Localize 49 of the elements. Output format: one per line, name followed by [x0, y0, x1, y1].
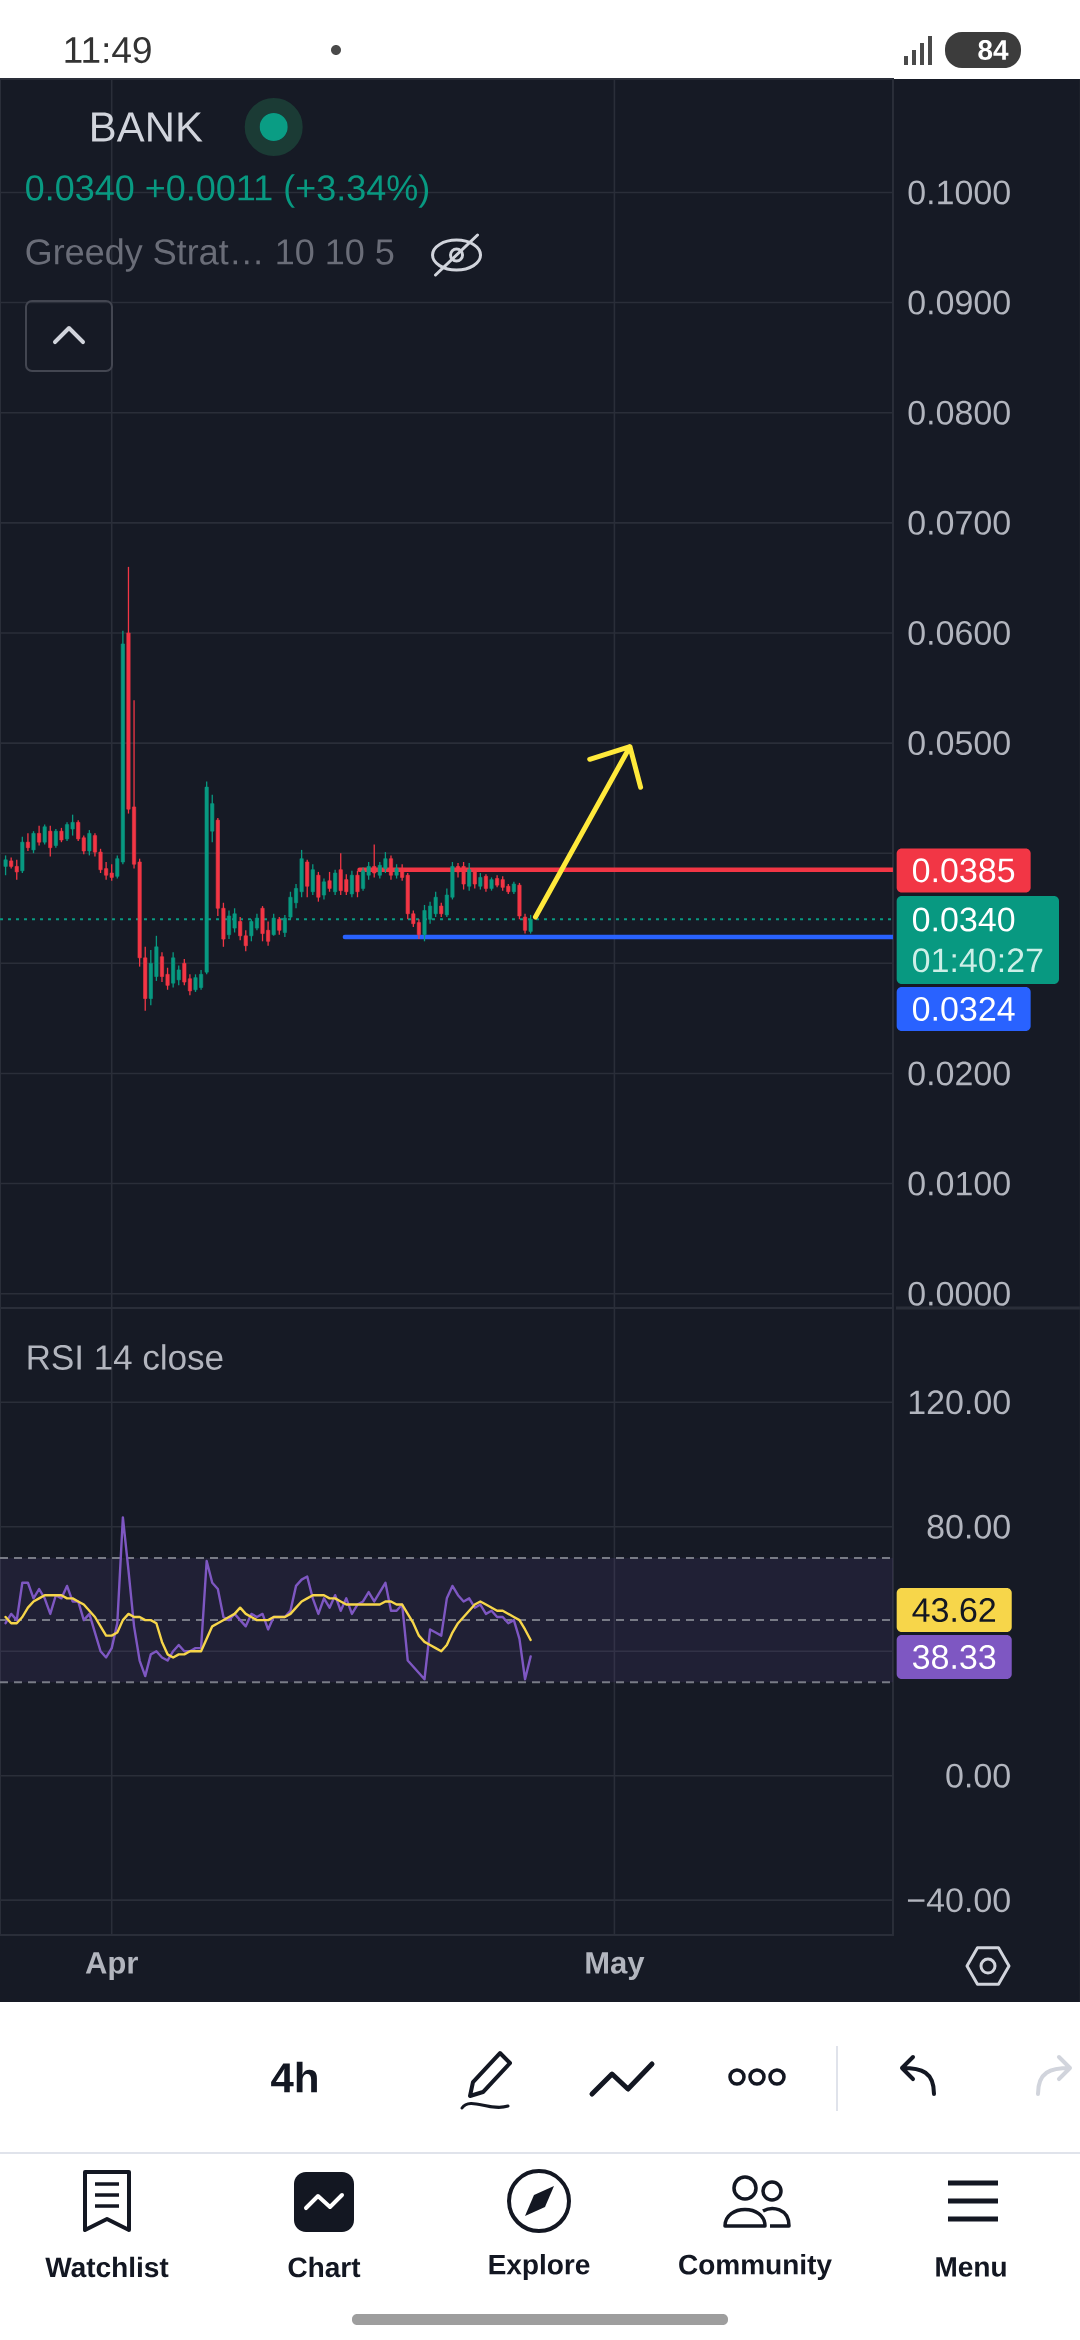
candlestick [333, 869, 338, 896]
y-tick-label: 0.00 [946, 1763, 1010, 1788]
data-label: 0.0324 [912, 996, 1015, 1021]
candlestick [3, 854, 8, 876]
text: Chart [288, 2256, 361, 2278]
candlestick [48, 825, 53, 858]
y-tick-label: 120.00 [909, 1390, 1010, 1415]
candlestick [37, 825, 42, 847]
y-tick-label: 0.0700 [908, 510, 1010, 535]
y-tick-label: 0.0800 [908, 400, 1010, 425]
candlestick [271, 913, 276, 937]
annotation: 0.0340 +0.0011 (+3.34%) [26, 174, 429, 208]
text: 4h [271, 2061, 317, 2093]
x-tick-label: May [586, 1952, 645, 1980]
candlestick [467, 862, 472, 892]
text: 38.33 [912, 1645, 996, 1670]
y-tick-label: 0.0600 [908, 620, 1010, 645]
candlestick [327, 871, 332, 893]
candlestick [316, 871, 321, 903]
candlestick [310, 863, 315, 896]
text: 84 [978, 40, 1009, 60]
candlestick [31, 830, 36, 854]
text: 43.62 [912, 1598, 996, 1623]
text: RSI 14 close [28, 1344, 223, 1370]
candlestick [25, 832, 30, 852]
text: 01:40:27 [912, 948, 1043, 973]
text: 11:49 [65, 36, 151, 64]
y-tick-label: 0.0500 [908, 731, 1010, 756]
text: Community [679, 2253, 832, 2281]
y-tick-label: 0.0900 [908, 290, 1010, 315]
text: BANK [92, 112, 203, 142]
candlestick [87, 829, 92, 857]
y-tick-label: 0.0200 [908, 1061, 1010, 1086]
y-tick-label: 80.00 [927, 1514, 1010, 1539]
data-label: 0.0385 [912, 858, 1015, 883]
candlestick [42, 823, 47, 846]
text: Menu [936, 2257, 1006, 2277]
y-tick-label: 0.1000 [908, 180, 1010, 205]
y-tick-label: 0.0100 [908, 1171, 1010, 1196]
text: Explore [489, 2253, 590, 2281]
x-tick-label: Apr [85, 1952, 138, 1980]
y-tick-label: −40.00 [907, 1888, 1010, 1913]
ref-line-label: 0.0340 [912, 907, 1015, 932]
annotation: Greedy Strat… 10 10 5 [26, 238, 394, 272]
text: Watchlist [45, 2256, 169, 2278]
y-tick-label: 0.0000 [908, 1281, 1010, 1306]
candlestick [349, 870, 354, 898]
candlestick [53, 828, 58, 849]
candlestick [321, 877, 326, 901]
